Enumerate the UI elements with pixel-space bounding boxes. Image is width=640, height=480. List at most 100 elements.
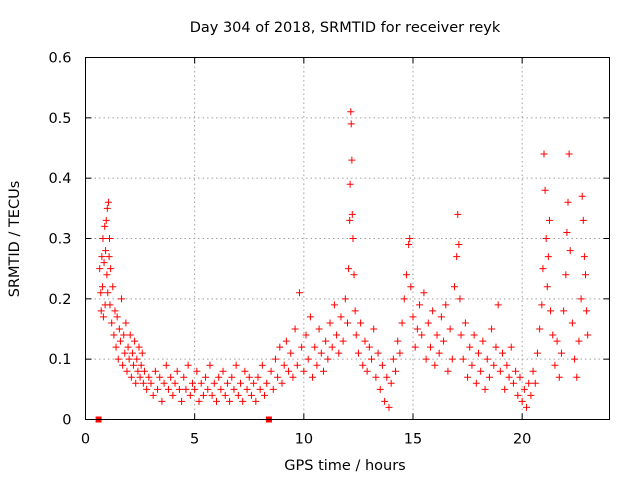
data-point: [311, 343, 319, 351]
data-point: [450, 283, 458, 291]
data-point: [99, 283, 107, 291]
data-point: [131, 337, 139, 345]
data-point: [250, 379, 258, 387]
data-point: [378, 361, 386, 369]
data-point: [426, 343, 434, 351]
x-tick-label: 20: [513, 432, 531, 448]
data-point: [191, 385, 199, 393]
data-point: [444, 367, 452, 375]
data-point: [406, 235, 414, 242]
data-point: [374, 349, 382, 357]
data-point: [112, 343, 120, 351]
data-point: [514, 391, 522, 399]
data-point: [348, 210, 356, 218]
data-point: [293, 361, 301, 369]
data-point: [560, 307, 568, 315]
data-point: [540, 150, 548, 158]
data-point: [139, 379, 147, 387]
data-point: [99, 313, 107, 321]
data-point: [252, 397, 260, 405]
x-tick-label: 5: [190, 432, 199, 448]
data-point: [573, 373, 581, 381]
y-tick-label: 0.5: [48, 111, 71, 127]
y-tick-label: 0.2: [48, 292, 71, 308]
data-point: [160, 379, 168, 387]
data-point: [130, 361, 138, 369]
data-point: [485, 373, 493, 381]
data-point: [127, 373, 135, 381]
data-point: [453, 253, 461, 261]
data-point: [566, 247, 574, 255]
data-point: [278, 379, 286, 387]
data-point: [424, 319, 432, 327]
data-point: [581, 271, 589, 279]
data-point: [104, 289, 112, 297]
data-point: [435, 349, 443, 357]
data-point: [110, 331, 118, 339]
data-point: [114, 355, 122, 363]
data-point: [488, 325, 496, 333]
data-point: [446, 325, 454, 333]
data-point: [147, 379, 155, 387]
data-point: [472, 379, 480, 387]
data-point: [454, 210, 462, 218]
data-point: [584, 331, 592, 339]
data-point: [104, 198, 112, 206]
data-point: [113, 313, 121, 321]
data-point: [416, 301, 424, 309]
data-point: [317, 349, 325, 357]
data-point: [501, 385, 509, 393]
data-point: [306, 313, 314, 321]
data-point: [261, 391, 269, 399]
data-point: [135, 343, 143, 351]
data-point: [347, 108, 355, 116]
data-point: [368, 355, 376, 363]
data-point: [547, 307, 555, 315]
data-point: [455, 241, 463, 249]
data-point: [280, 361, 288, 369]
data-point: [298, 343, 306, 351]
data-point: [394, 337, 402, 345]
data-point: [103, 271, 111, 279]
data-point: [420, 289, 428, 297]
data-point: [239, 397, 247, 405]
data-point: [468, 361, 476, 369]
data-point: [503, 361, 511, 369]
data-point: [143, 385, 151, 393]
data-point: [276, 343, 284, 351]
data-point: [577, 295, 585, 303]
data-point: [505, 373, 513, 381]
data-point: [357, 319, 365, 327]
data-point: [512, 367, 520, 375]
data-point: [138, 349, 146, 357]
data-point: [376, 385, 384, 393]
data-point: [499, 349, 507, 357]
data-point: [267, 367, 275, 375]
data-point: [549, 331, 557, 339]
data-point: [232, 361, 240, 369]
data-point: [580, 253, 588, 261]
data-point: [398, 319, 406, 327]
data-point: [98, 253, 106, 261]
data-point: [156, 373, 164, 381]
axis-ticks: 0 0.1 0.2 0.3 0.4 0.5 0.6 0 5 10 15 20: [48, 51, 610, 448]
data-point: [557, 349, 565, 357]
data-point: [365, 343, 373, 351]
data-points: [95, 108, 592, 423]
data-point: [162, 361, 170, 369]
y-tick-label: 0.4: [48, 171, 71, 187]
data-point: [195, 397, 203, 405]
data-point: [245, 373, 253, 381]
data-point: [132, 379, 140, 387]
data-point: [326, 319, 334, 327]
data-point: [101, 222, 109, 230]
data-point: [387, 379, 395, 387]
data-point: [206, 361, 214, 369]
data-point: [215, 373, 223, 381]
data-point: [285, 367, 293, 375]
data-point: [563, 228, 571, 236]
data-point: [333, 331, 341, 339]
data-point: [385, 403, 393, 411]
data-point: [448, 355, 456, 363]
data-point: [171, 379, 179, 387]
